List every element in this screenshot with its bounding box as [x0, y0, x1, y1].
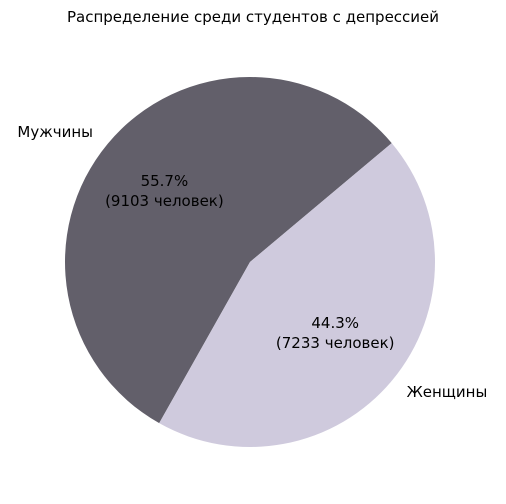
chart-title: Распределение среди студентов с депресси… — [66, 8, 440, 26]
value-label: 44.3% (7233 человек) — [275, 313, 395, 352]
pie-slice — [159, 143, 436, 448]
value-label: 55.7% (9103 человек) — [105, 172, 224, 211]
pie-slice — [65, 77, 392, 424]
category-label: Мужчины — [17, 123, 93, 142]
category-label: Женщины — [406, 382, 488, 401]
